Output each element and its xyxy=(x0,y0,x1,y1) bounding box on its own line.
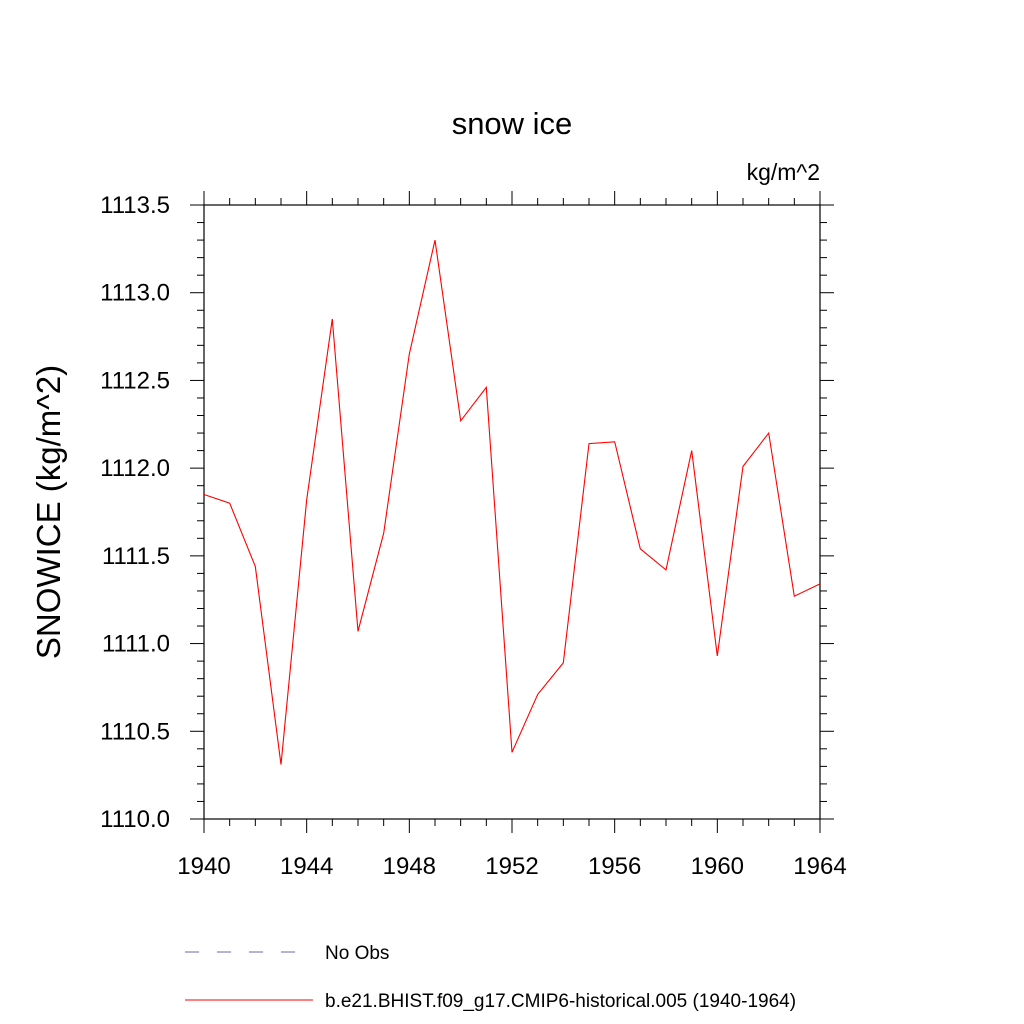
units-label: kg/m^2 xyxy=(747,159,820,185)
y-tick-label: 1112.0 xyxy=(100,455,170,482)
plot-frame xyxy=(203,204,821,820)
y-tick-label: 1113.5 xyxy=(100,192,170,219)
y-tick-label: 1110.5 xyxy=(100,718,170,745)
y-tick-label: 1111.0 xyxy=(102,631,170,658)
x-tick-label: 1940 xyxy=(177,853,230,880)
axis-ticks xyxy=(190,191,834,833)
chart-title: snow ice xyxy=(452,106,573,141)
series-layer xyxy=(203,239,821,765)
legend: No Obs b.e21.BHIST.f09_g17.CMIP6-historic… xyxy=(185,943,796,1012)
y-tick-label: 1113.0 xyxy=(100,280,170,307)
x-tick-label: 1944 xyxy=(280,853,333,880)
y-tick-label: 1110.0 xyxy=(100,806,170,833)
x-tick-label: 1960 xyxy=(691,853,744,880)
legend-label: b.e21.BHIST.f09_g17.CMIP6-historical.005… xyxy=(325,991,796,1012)
y-axis-label: SNOWICE (kg/m^2) xyxy=(30,365,67,659)
y-tick-label: 1111.5 xyxy=(102,543,170,570)
x-tick-label: 1952 xyxy=(485,853,538,880)
y-tick-label: 1112.5 xyxy=(100,367,170,394)
x-tick-label: 1956 xyxy=(588,853,641,880)
axis-tick-labels: 1940 1944 1948 1952 1956 1960 1964 1110.0 1110.5… xyxy=(100,192,847,880)
x-tick-label: 1964 xyxy=(793,853,846,880)
series-line xyxy=(203,239,821,765)
legend-label: No Obs xyxy=(325,943,389,964)
x-tick-label: 1948 xyxy=(383,853,436,880)
